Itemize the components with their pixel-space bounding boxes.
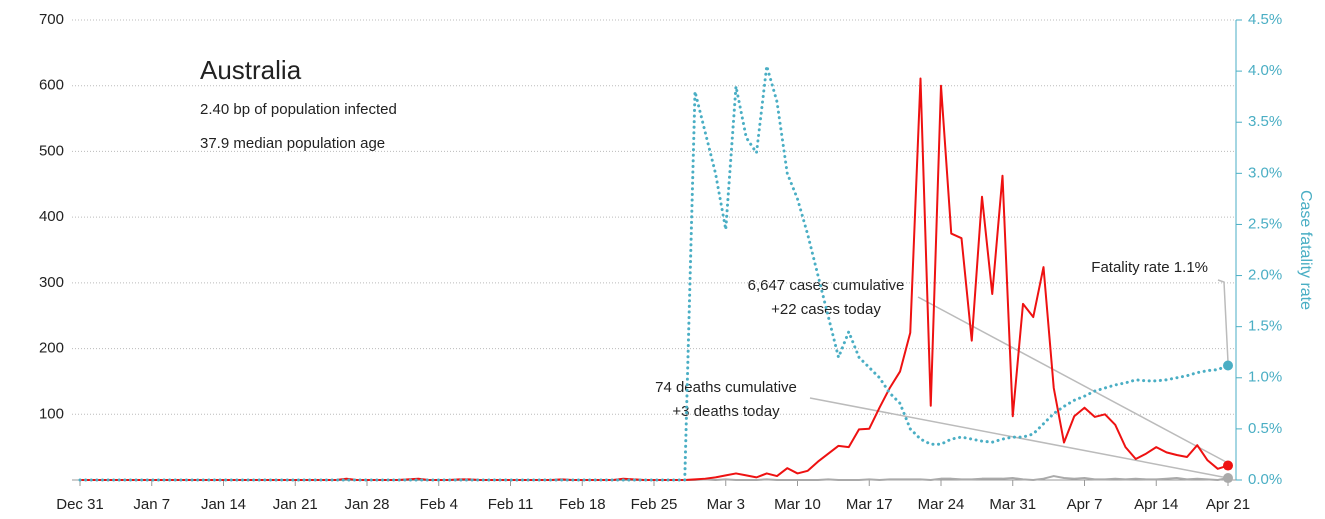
- y-tick-label: 500: [39, 142, 64, 159]
- y-tick-label: 700: [39, 11, 64, 28]
- y2-tick-label: 2.0%: [1248, 267, 1282, 284]
- x-tick-label: Mar 10: [774, 496, 821, 513]
- leader-line: [1217, 279, 1229, 363]
- x-tick-label: Jan 21: [273, 496, 318, 513]
- x-tick-label: Feb 11: [488, 496, 534, 513]
- y-tick-label: 300: [39, 274, 64, 291]
- x-tick-label: Mar 3: [707, 496, 745, 513]
- y2-tick-label: 2.5%: [1248, 215, 1282, 232]
- y2-tick-label: 4.5%: [1248, 11, 1282, 28]
- y2-tick-label: 0.5%: [1248, 420, 1282, 437]
- x-tick-label: Feb 25: [631, 496, 678, 513]
- x-tick-label: Apr 7: [1067, 496, 1103, 513]
- x-tick-label: Feb 18: [559, 496, 606, 513]
- y2-tick-label: 0.0%: [1248, 471, 1282, 488]
- x-tick-label: Mar 24: [918, 496, 965, 513]
- annotation: +22 cases today: [771, 301, 881, 318]
- chart-title: Australia: [200, 55, 302, 85]
- end-point: [1223, 473, 1233, 484]
- y2-tick-label: 3.5%: [1248, 113, 1282, 130]
- y2-tick-label: 1.5%: [1248, 318, 1282, 335]
- y2-axis-label: Case fatality rate: [1297, 190, 1314, 310]
- x-tick-label: Mar 17: [846, 496, 893, 513]
- subtitle: 37.9 median population age: [200, 135, 385, 152]
- x-tick-label: Mar 31: [989, 496, 1036, 513]
- end-point: [1223, 460, 1233, 471]
- y-tick-label: 100: [39, 405, 64, 422]
- y2-tick-label: 4.0%: [1248, 62, 1282, 79]
- annotation: 74 deaths cumulative: [655, 379, 797, 396]
- y-tick-label: 200: [39, 340, 64, 357]
- x-tick-label: Apr 21: [1206, 496, 1250, 513]
- subtitle: 2.40 bp of population infected: [200, 101, 397, 118]
- annotation: 6,647 cases cumulative: [748, 277, 905, 294]
- y2-tick-label: 1.0%: [1248, 369, 1282, 386]
- series-line: [78, 64, 1230, 482]
- annotation: +3 deaths today: [672, 403, 780, 420]
- x-tick-label: Apr 14: [1134, 496, 1178, 513]
- x-tick-label: Dec 31: [56, 496, 104, 513]
- end-point: [1223, 360, 1233, 371]
- x-tick-label: Feb 4: [420, 496, 458, 513]
- x-tick-label: Jan 7: [133, 496, 170, 513]
- y-tick-label: 600: [39, 77, 64, 94]
- x-tick-label: Jan 14: [201, 496, 246, 513]
- x-tick-label: Jan 28: [344, 496, 389, 513]
- annotation: Fatality rate 1.1%: [1091, 259, 1208, 276]
- y-tick-label: 400: [39, 208, 64, 225]
- y2-tick-label: 3.0%: [1248, 164, 1282, 181]
